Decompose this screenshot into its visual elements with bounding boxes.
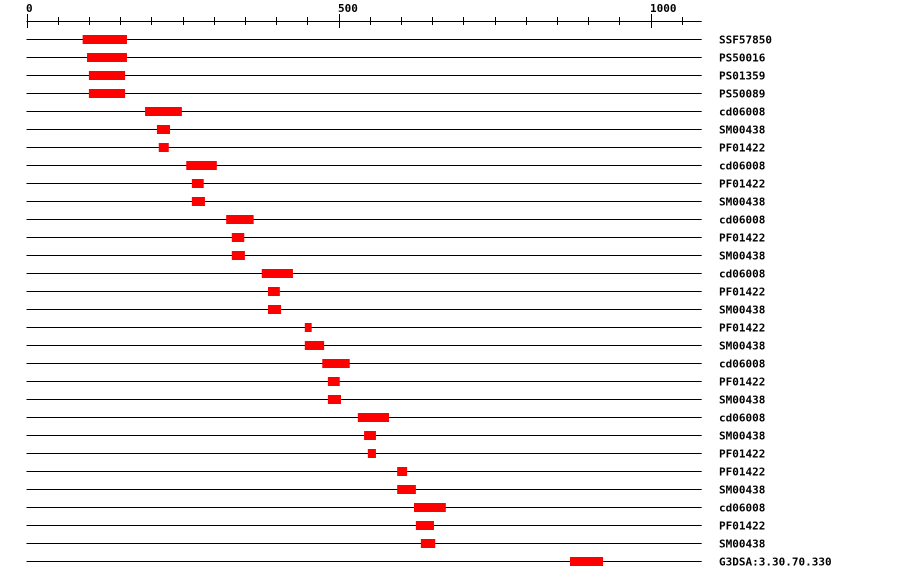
domain-bar [158, 143, 169, 152]
domain-track: PS01359 [26, 70, 765, 83]
domain-label: PF01422 [719, 178, 765, 191]
domain-bar [231, 251, 245, 260]
domain-track: cd06008 [26, 214, 765, 227]
domain-track: SM00438 [26, 196, 765, 209]
domain-track: PS50089 [26, 88, 765, 101]
tick-label: 500 [338, 2, 358, 15]
domain-label: SM00438 [719, 304, 765, 317]
domain-bar [226, 215, 254, 224]
domain-label: PF01422 [719, 376, 765, 389]
domain-label: SM00438 [719, 538, 765, 551]
domain-bar [364, 431, 376, 440]
domain-bar [414, 503, 446, 512]
domain-label: cd06008 [719, 502, 765, 515]
domain-track: cd06008 [26, 412, 765, 425]
domain-track: SSF57850 [26, 34, 772, 47]
domain-track: SM00438 [26, 394, 765, 407]
domain-bar [327, 395, 341, 404]
domain-track: cd06008 [26, 268, 765, 281]
domain-bar [191, 179, 204, 188]
domain-track: PF01422 [26, 322, 765, 335]
domain-track: PF01422 [26, 142, 765, 155]
domain-track: SM00438 [26, 124, 765, 137]
domain-track: PS50016 [26, 52, 766, 65]
domain-bar [570, 557, 604, 566]
domain-track: cd06008 [26, 502, 765, 515]
domain-label: cd06008 [719, 106, 765, 119]
domain-bar [191, 197, 205, 206]
domain-label: PF01422 [719, 142, 765, 155]
domain-bar [267, 287, 280, 296]
domain-label: cd06008 [719, 268, 765, 281]
domain-label: SM00438 [719, 250, 765, 263]
domain-track: PF01422 [26, 448, 765, 461]
domain-label: PS01359 [719, 70, 765, 83]
domain-label: SM00438 [719, 484, 765, 497]
domain-label: SM00438 [719, 340, 765, 353]
domain-label: SM00438 [719, 394, 765, 407]
domain-bar [145, 107, 182, 116]
domain-label: cd06008 [719, 214, 765, 227]
domain-track: PF01422 [26, 232, 765, 245]
domain-label: PF01422 [719, 466, 765, 479]
domain-bar [397, 467, 408, 476]
domain-label: PS50089 [719, 88, 765, 101]
domain-label: G3DSA:3.30.70.330 [719, 556, 832, 569]
domain-label: PF01422 [719, 520, 765, 533]
domain-track: SM00438 [26, 304, 765, 317]
domain-label: SM00438 [719, 430, 765, 443]
domain-bar [322, 359, 350, 368]
domain-track: cd06008 [26, 106, 765, 119]
domain-label: PF01422 [719, 232, 765, 245]
domain-track: SM00438 [26, 430, 765, 443]
domain-bar [231, 233, 245, 242]
domain-bar [304, 341, 325, 350]
domain-bar [88, 89, 126, 98]
domain-label: PS50016 [719, 52, 766, 65]
domain-label: cd06008 [719, 412, 765, 425]
domain-track: SM00438 [26, 538, 765, 551]
domain-track: PF01422 [26, 178, 765, 191]
domain-track: cd06008 [26, 358, 765, 371]
domain-bar [397, 485, 416, 494]
domain-bar [267, 305, 282, 314]
domain-track: SM00438 [26, 484, 765, 497]
domain-bar [186, 161, 217, 170]
domain-bar [156, 125, 171, 134]
domain-label: SM00438 [719, 124, 765, 137]
domain-bar [87, 53, 127, 62]
domain-label: PF01422 [719, 286, 765, 299]
domain-track: SM00438 [26, 340, 765, 353]
domain-label: SSF57850 [719, 34, 772, 47]
domain-label: cd06008 [719, 160, 765, 173]
domain-track: PF01422 [26, 376, 765, 389]
domain-track: cd06008 [26, 160, 765, 173]
tick-label: 1000 [650, 2, 677, 15]
domain-label: PF01422 [719, 448, 765, 461]
domain-bar [367, 449, 376, 458]
domain-bar [261, 269, 293, 278]
tick-label: 0 [26, 2, 33, 15]
domain-label: PF01422 [719, 322, 765, 335]
domain-track: SM00438 [26, 250, 765, 263]
scale-axis: 0 500 1000 [26, 2, 702, 28]
domain-bar [327, 377, 340, 386]
domain-bar [415, 521, 434, 530]
domain-track: PF01422 [26, 466, 765, 479]
domain-label: SM00438 [719, 196, 765, 209]
domain-bar [304, 323, 312, 332]
domain-bar [82, 35, 127, 44]
domain-track: PF01422 [26, 286, 765, 299]
domain-track: G3DSA:3.30.70.330 [26, 556, 832, 569]
domain-track: PF01422 [26, 520, 765, 533]
domain-bar [420, 539, 436, 548]
domain-label: cd06008 [719, 358, 765, 371]
domain-tracks: SSF57850 PS50016 PS01359 PS50089 cd06008 SM00… [26, 34, 832, 569]
domain-bar [88, 71, 126, 80]
domain-bar [357, 413, 390, 422]
